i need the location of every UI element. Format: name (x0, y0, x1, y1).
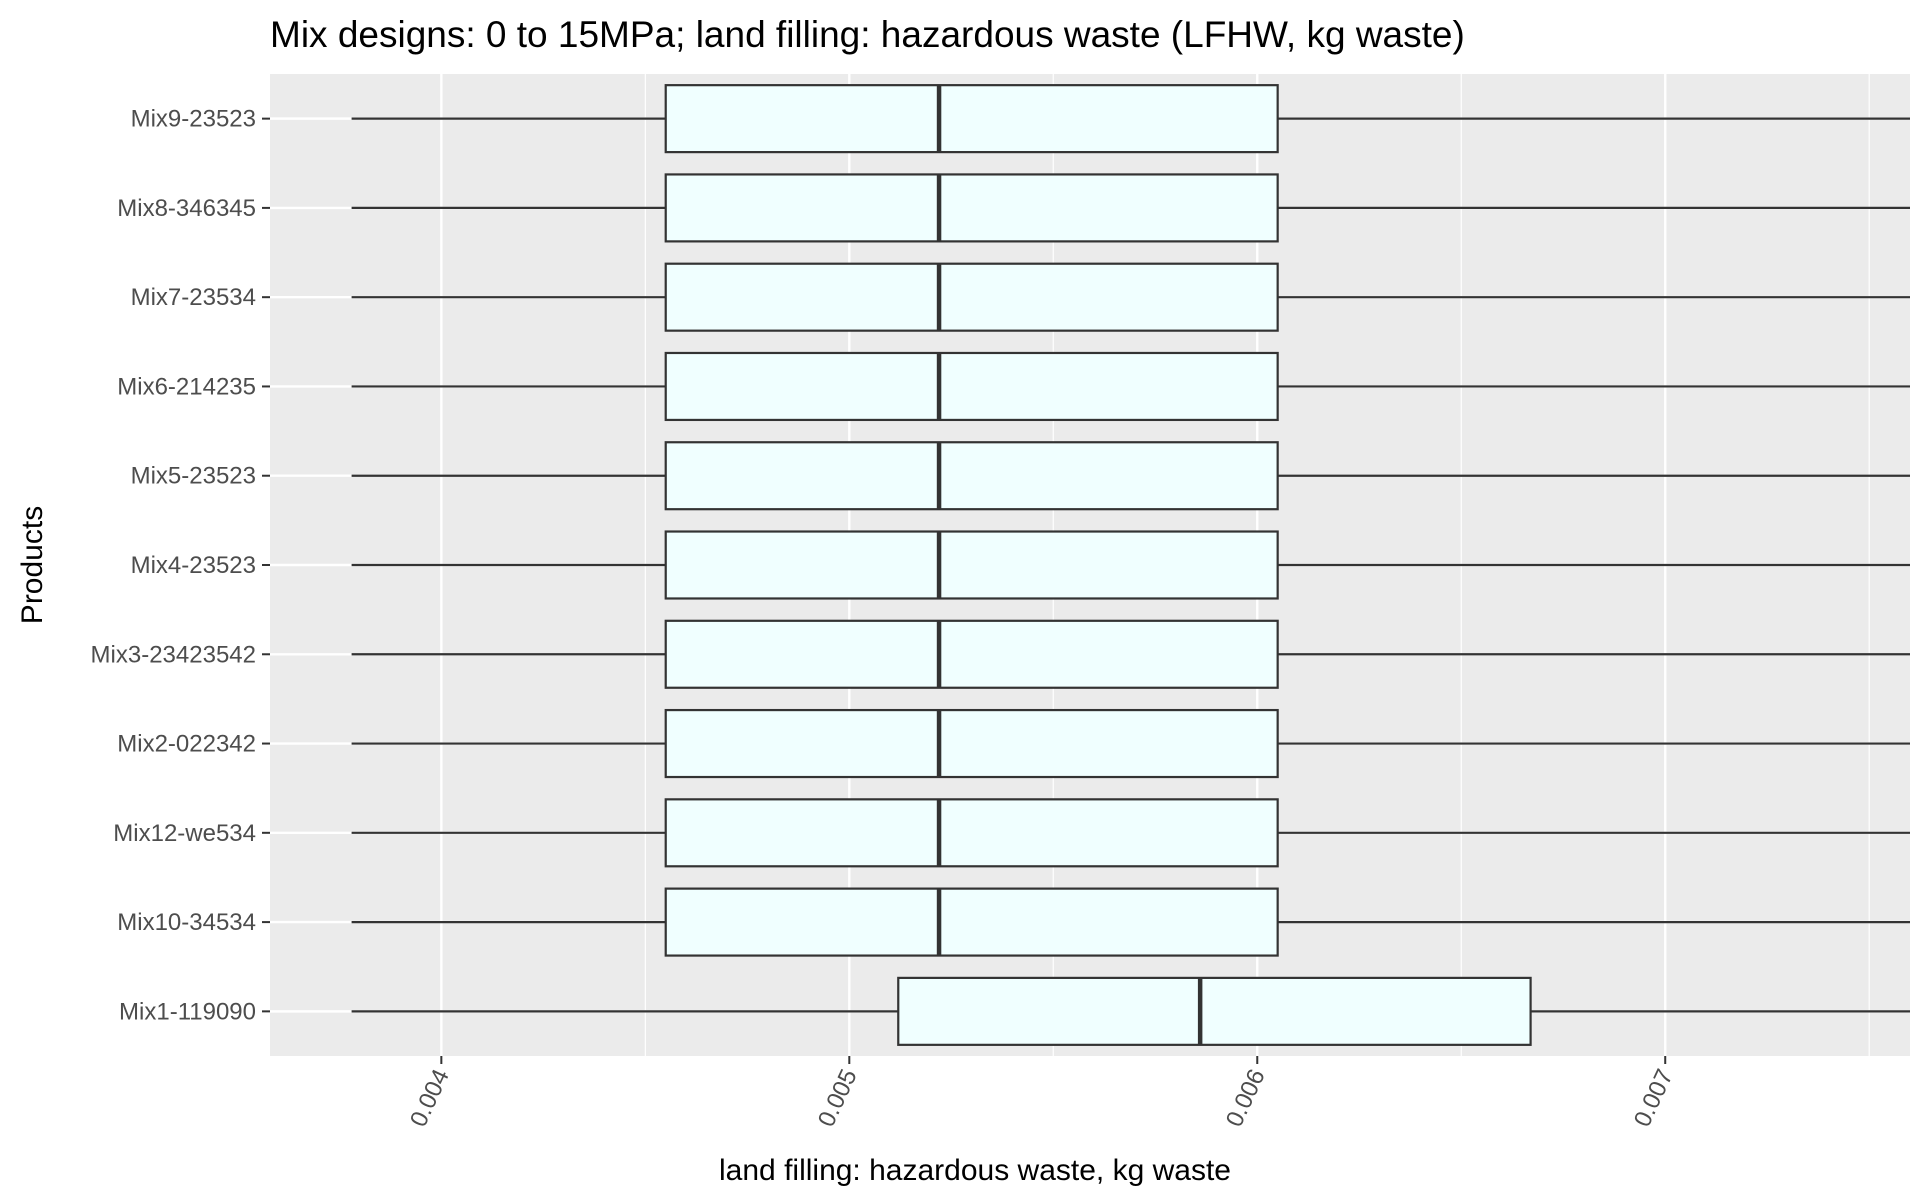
box-Mix3-23423542 (351, 619, 1910, 689)
box-iqr (664, 351, 1279, 422)
box-Mix5-23523 (351, 441, 1910, 511)
x-tick-label: 0.005 (813, 1065, 863, 1131)
box-iqr (664, 441, 1279, 511)
box-Mix9-23523 (351, 84, 1910, 154)
box-Mix6-214235 (351, 351, 1910, 422)
box-iqr (897, 976, 1532, 1046)
box-Mix12-we534 (351, 798, 1910, 868)
box-Mix10-34534 (351, 887, 1910, 957)
box-iqr (664, 84, 1279, 154)
box-Mix7-23534 (351, 262, 1910, 332)
y-axis: Mix9-23523 Mix8-346345 Mix7-23534 Mix6-2142… (91, 106, 270, 1025)
x-tick-label: 0.007 (1629, 1065, 1679, 1131)
y-tick-label: Mix2-022342 (117, 731, 256, 758)
box-iqr (664, 262, 1279, 332)
y-axis-title: Products (16, 506, 49, 624)
boxes (351, 84, 1910, 1046)
x-axis-title: land filling: hazardous waste, kg waste (719, 1154, 1231, 1187)
box-iqr (664, 798, 1279, 868)
y-tick-label: Mix7-23534 (131, 284, 256, 311)
box-iqr (664, 530, 1279, 600)
box-Mix4-23523 (351, 530, 1910, 600)
y-tick-label: Mix6-214235 (117, 373, 256, 400)
box-iqr (664, 173, 1279, 243)
y-tick-label: Mix12-we534 (113, 820, 256, 847)
y-tick-label: Mix1-119090 (119, 998, 256, 1025)
box-Mix2-022342 (351, 708, 1910, 779)
y-tick-label: Mix5-23523 (131, 463, 256, 490)
x-tick-label: 0.004 (405, 1065, 455, 1131)
box-iqr (664, 619, 1279, 689)
box-iqr (664, 887, 1279, 957)
x-tick-label: 0.006 (1221, 1065, 1271, 1131)
box-Mix8-346345 (351, 173, 1910, 243)
y-tick-label: Mix3-23423542 (91, 641, 256, 668)
y-tick-label: Mix9-23523 (131, 106, 256, 133)
y-tick-label: Mix4-23523 (131, 552, 256, 579)
box-Mix1-119090 (351, 976, 1910, 1046)
chart-title: Mix designs: 0 to 15MPa; land filling: h… (270, 14, 1465, 55)
y-tick-label: Mix8-346345 (117, 195, 256, 222)
y-tick-label: Mix10-34534 (117, 909, 256, 936)
box-iqr (664, 708, 1279, 779)
x-axis: 0.004 0.005 0.006 0.007 (405, 1056, 1679, 1131)
